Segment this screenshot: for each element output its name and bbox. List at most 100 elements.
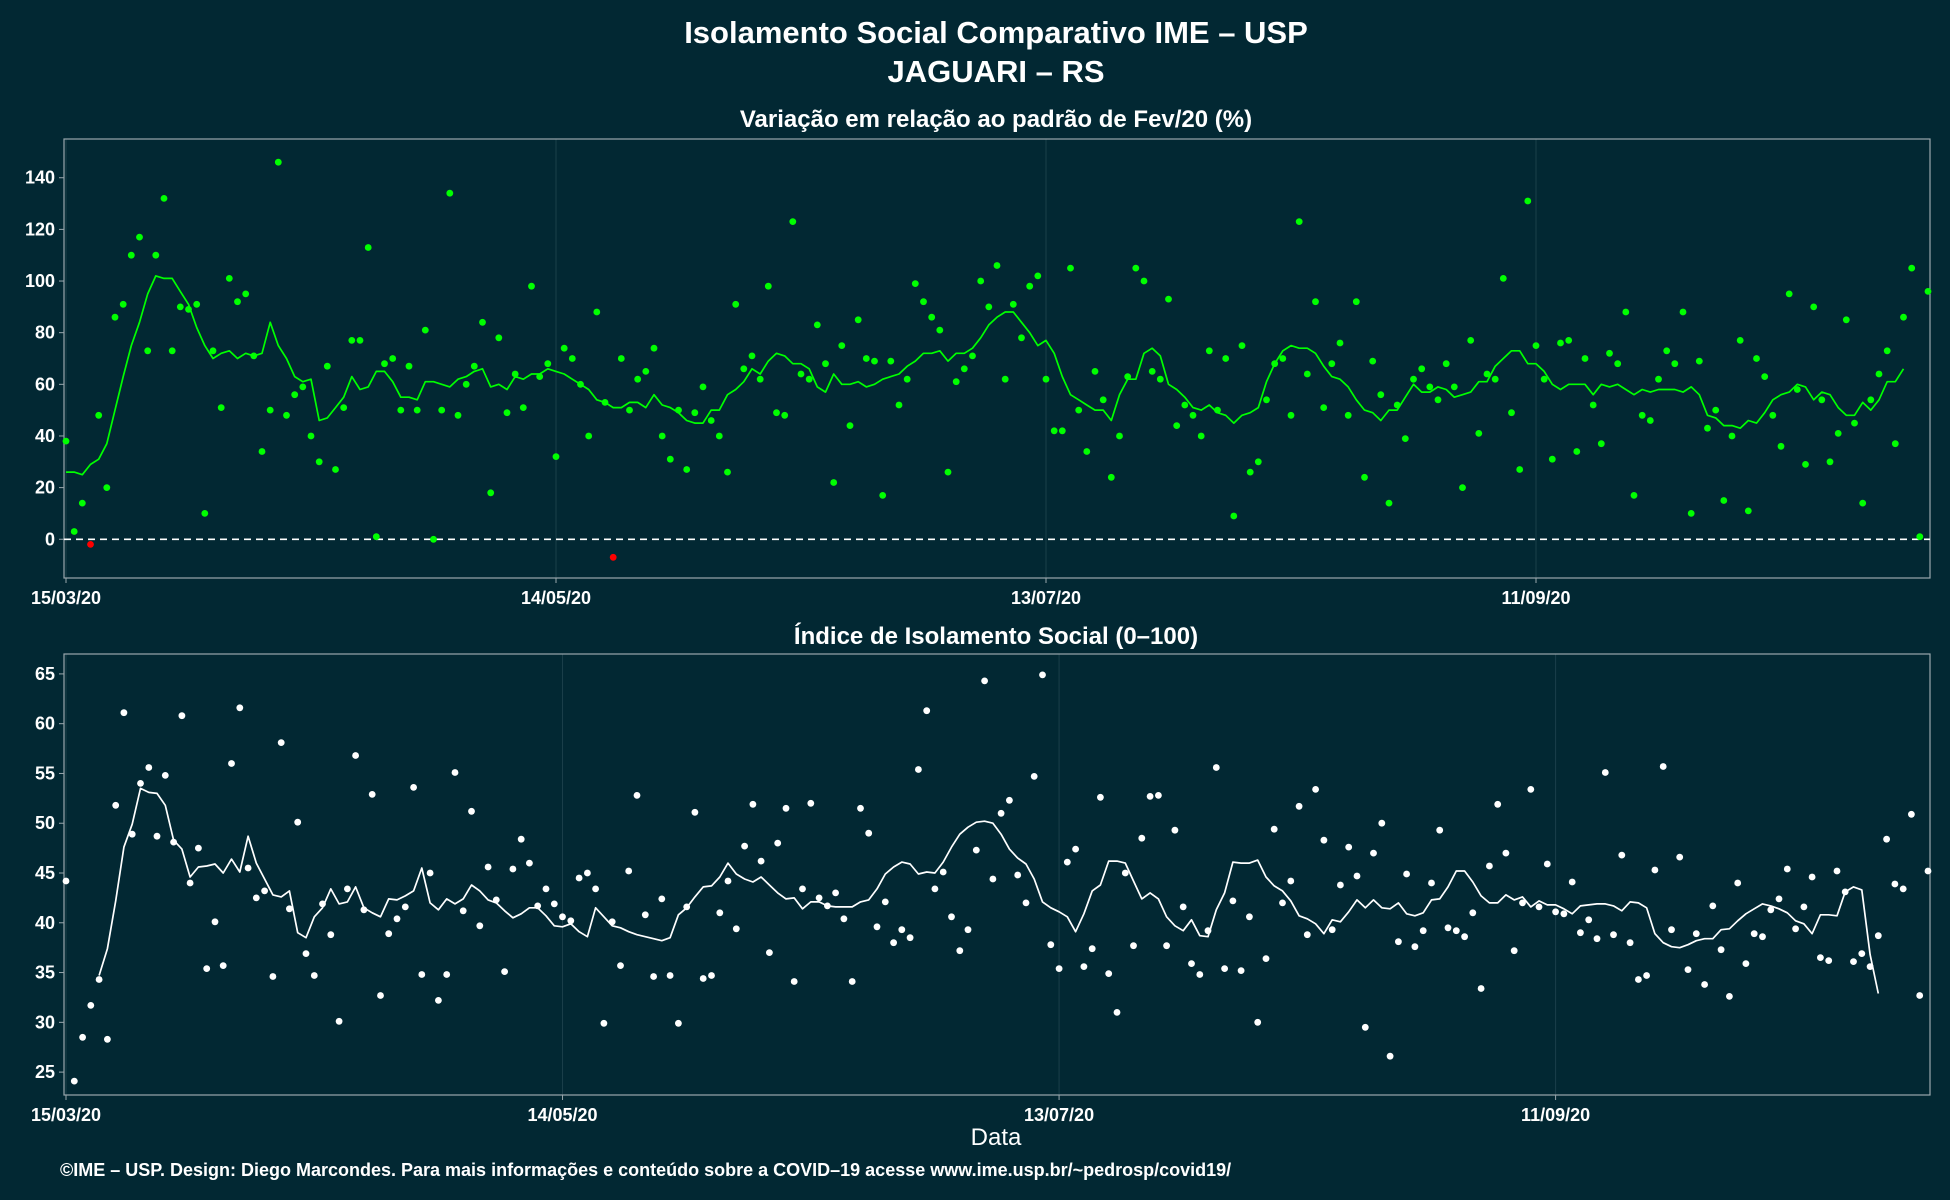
variation-point — [413, 406, 421, 414]
variation-point — [691, 409, 699, 417]
index-point — [1486, 862, 1493, 870]
index-point — [1577, 929, 1584, 937]
index-point — [418, 971, 426, 978]
variation-point — [1793, 386, 1801, 393]
index-point — [972, 846, 980, 854]
index-point — [675, 1019, 682, 1027]
index-point — [1494, 800, 1502, 808]
index-point — [1651, 866, 1659, 874]
variation-point — [1001, 375, 1009, 383]
index-point — [923, 707, 931, 715]
variation-point — [1009, 300, 1017, 308]
index-point — [948, 913, 955, 921]
index-point — [832, 889, 839, 897]
index-point — [1825, 957, 1833, 964]
variation-point — [1924, 288, 1932, 295]
index-point — [1088, 945, 1096, 953]
index-point — [1502, 849, 1510, 857]
variation-point — [266, 406, 274, 414]
index-ytick-label: 35 — [35, 963, 55, 983]
variation-point — [1712, 406, 1720, 414]
variation-point — [748, 352, 756, 360]
variation-point — [601, 399, 609, 406]
variation-point — [1369, 357, 1377, 365]
variation-point — [1695, 357, 1703, 365]
index-point — [186, 879, 194, 887]
variation-point — [283, 411, 290, 419]
index-point — [1643, 972, 1650, 979]
variation-point — [332, 466, 339, 473]
index-point — [1750, 930, 1758, 938]
index-point — [385, 930, 393, 938]
variation-point — [1271, 360, 1279, 368]
index-chart-panel: 25 30 35 40 45 50 55 60 65 15/03/20 14/05/20 13/07/… — [31, 653, 1932, 1125]
index-point — [244, 864, 252, 872]
index-point — [683, 903, 691, 911]
variation-point — [1908, 264, 1916, 272]
variation-point — [1491, 375, 1499, 383]
index-point — [1279, 899, 1286, 907]
index-point — [617, 962, 624, 969]
variation-point — [1181, 401, 1189, 409]
variation-point — [952, 378, 960, 386]
variation-point — [217, 404, 225, 411]
variation-point — [1761, 373, 1769, 380]
index-point — [1833, 867, 1841, 875]
index-moving-average-line — [98, 787, 1880, 994]
variation-point — [87, 541, 94, 548]
index-point — [1171, 826, 1179, 834]
index-point — [757, 857, 765, 865]
index-point — [1535, 903, 1543, 911]
index-point — [1924, 867, 1932, 875]
index-point — [87, 1002, 95, 1009]
variation-point — [62, 437, 70, 445]
variation-point — [1573, 448, 1581, 455]
index-point — [691, 808, 699, 816]
variation-point — [1287, 411, 1295, 419]
variation-point — [871, 357, 878, 365]
variation-point — [1214, 406, 1221, 414]
index-point — [1734, 879, 1742, 887]
index-point — [559, 913, 566, 921]
index-point — [1428, 879, 1435, 887]
variation-point — [977, 277, 985, 285]
index-point — [1221, 965, 1228, 972]
index-point — [401, 903, 409, 911]
index-point — [857, 804, 864, 812]
variation-point — [1459, 484, 1466, 491]
variation-point — [822, 360, 829, 368]
index-xtick-label: 14/05/20 — [527, 1105, 597, 1125]
index-ytick-label: 40 — [35, 913, 55, 933]
index-point — [294, 818, 302, 826]
index-point — [137, 780, 144, 787]
index-point — [906, 934, 914, 942]
variation-point — [1842, 316, 1850, 324]
index-ytick-label: 45 — [35, 863, 55, 883]
variation-point — [1107, 473, 1115, 481]
index-point — [319, 900, 326, 908]
variation-point — [1851, 419, 1858, 427]
variation-point — [887, 357, 895, 365]
variation-point — [119, 300, 127, 308]
variation-point — [511, 370, 519, 378]
index-point — [848, 978, 856, 985]
variation-point — [1026, 282, 1034, 290]
variation-point — [666, 455, 674, 463]
index-point — [286, 905, 293, 913]
variation-point — [1548, 455, 1556, 463]
index-point — [1626, 939, 1634, 947]
index-point — [1610, 931, 1617, 939]
variation-point — [519, 404, 527, 411]
index-point — [393, 915, 401, 923]
variation-point — [1344, 411, 1352, 419]
index-point — [840, 915, 848, 923]
variation-point — [1189, 411, 1197, 419]
index-point — [890, 939, 897, 947]
variation-ytick-label: 60 — [35, 374, 55, 394]
index-point — [352, 752, 359, 759]
variation-point — [103, 484, 111, 491]
variation-point — [152, 251, 160, 259]
index-point — [1155, 792, 1162, 799]
variation-point — [70, 528, 78, 535]
